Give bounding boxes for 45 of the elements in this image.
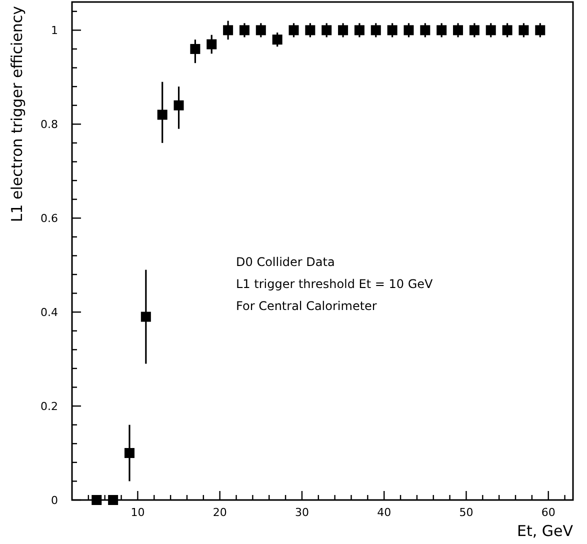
point (535, 25, 546, 36)
y-tick-label: 0.4 (40, 306, 58, 320)
point (206, 39, 217, 50)
x-tick-label: 10 (130, 506, 145, 519)
point (239, 25, 250, 36)
x-tick-label: 30 (294, 506, 309, 519)
point (453, 25, 464, 36)
y-tick-label: 1 (51, 24, 58, 38)
point (124, 448, 134, 458)
point (469, 25, 480, 36)
point (108, 495, 118, 505)
point (92, 495, 102, 505)
point (322, 25, 332, 36)
point (436, 25, 447, 36)
x-tick-label: 50 (459, 506, 474, 519)
point (370, 25, 381, 36)
point (190, 44, 200, 54)
point (354, 25, 364, 36)
point (404, 25, 414, 36)
point (272, 34, 282, 45)
point (338, 25, 348, 36)
annotation: D0 Collider Data (236, 255, 335, 269)
y-tick-label: 0.6 (40, 212, 58, 226)
point (174, 100, 184, 110)
x-axis-title: Et, GeV (516, 522, 574, 540)
annotation: L1 trigger threshold Et = 10 GeV (236, 277, 434, 291)
x-tick-label: 60 (541, 506, 556, 519)
y-tick-label: 0.8 (40, 118, 58, 132)
point (288, 25, 299, 36)
x-tick-label: 40 (377, 506, 392, 519)
point (420, 25, 430, 36)
y-axis-title: L1 electron trigger efficiency (8, 6, 26, 222)
y-tick-label: 0.2 (40, 400, 58, 414)
point (223, 25, 234, 36)
point (502, 25, 512, 36)
point (518, 25, 529, 36)
point (305, 25, 316, 36)
y-tick-label: 0 (51, 494, 58, 507)
x-tick-label: 20 (212, 506, 227, 519)
point (256, 25, 266, 36)
point (387, 25, 398, 36)
point (157, 110, 168, 120)
point (486, 25, 496, 36)
annotation: For Central Calorimeter (236, 299, 377, 313)
point (140, 312, 151, 322)
